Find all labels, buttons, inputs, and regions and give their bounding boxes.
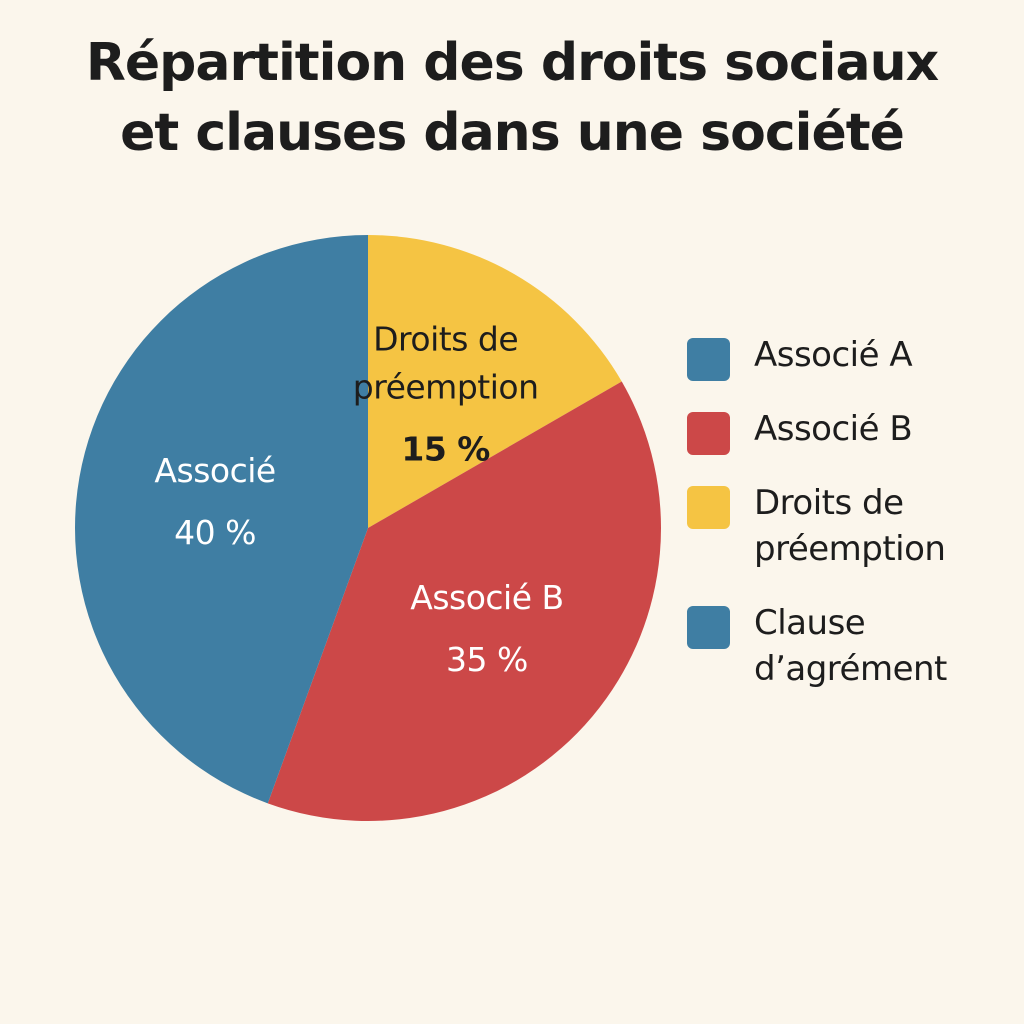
legend-item-0-label-line-0: Associé A: [754, 335, 913, 375]
pie-slice-0-label-line-0: Droits de: [373, 320, 518, 359]
pie-slice-2-label-line-0: Associé: [154, 451, 275, 490]
pie-slice-2-value-label: 40 %: [174, 513, 256, 552]
chart-legend: Associé A Associé B Droits de préemption Cla…: [687, 332, 1007, 720]
legend-item-1: Associé B: [687, 406, 1007, 455]
legend-item-3-label-line-0: Clause: [754, 603, 866, 643]
legend-swatch-2: [687, 486, 730, 529]
pie-slice-2: [74, 235, 368, 804]
pie-slice-0-value-label: 15 %: [401, 430, 490, 469]
legend-item-2-label-line-0: Droits de: [754, 483, 904, 523]
pie-slice-1-label-line-0: Associé B: [410, 578, 563, 617]
legend-swatch-3: [687, 606, 730, 649]
pie-slice-0-label-line-1: préemption: [353, 368, 539, 407]
pie-slice-1: [267, 381, 661, 821]
legend-item-1-label-line-0: Associé B: [754, 409, 913, 449]
legend-item-3-label-line-1: d’agrément: [754, 649, 947, 689]
legend-item-0: Associé A: [687, 332, 1007, 381]
legend-item-2-label-line-1: préemption: [754, 529, 946, 569]
chart-title: Répartition des droits sociaux et clause…: [40, 28, 984, 168]
legend-item-3: Clause d’agrément: [687, 600, 1007, 692]
chart-title-line-1: Répartition des droits sociaux: [85, 33, 939, 93]
legend-swatch-0: [687, 338, 730, 381]
legend-swatch-1: [687, 412, 730, 455]
pie-slice-0: [368, 235, 622, 528]
legend-item-2: Droits de préemption: [687, 480, 1007, 572]
pie-slice-1-value-label: 35 %: [446, 640, 528, 679]
chart-title-line-2: et clauses dans une société: [120, 103, 905, 163]
